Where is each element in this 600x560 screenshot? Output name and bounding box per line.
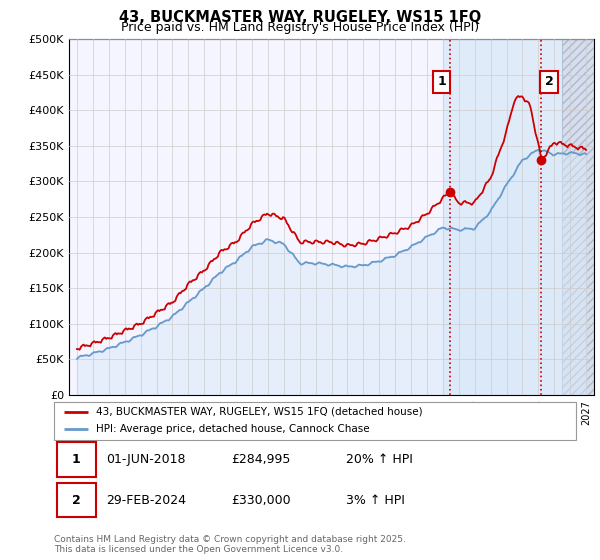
Text: 43, BUCKMASTER WAY, RUGELEY, WS15 1FQ: 43, BUCKMASTER WAY, RUGELEY, WS15 1FQ	[119, 10, 481, 25]
Text: £284,995: £284,995	[232, 453, 291, 466]
Text: 3% ↑ HPI: 3% ↑ HPI	[346, 493, 405, 507]
FancyBboxPatch shape	[54, 402, 576, 440]
Text: Contains HM Land Registry data © Crown copyright and database right 2025.
This d: Contains HM Land Registry data © Crown c…	[54, 535, 406, 554]
Bar	[562, 39, 594, 395]
Text: 2: 2	[71, 493, 80, 507]
Bar	[562, 39, 594, 395]
Text: 1: 1	[437, 76, 446, 88]
Text: 1: 1	[71, 453, 80, 466]
FancyBboxPatch shape	[56, 442, 96, 477]
Text: 29-FEB-2024: 29-FEB-2024	[106, 493, 186, 507]
Text: £330,000: £330,000	[232, 493, 291, 507]
Text: Price paid vs. HM Land Registry's House Price Index (HPI): Price paid vs. HM Land Registry's House …	[121, 21, 479, 34]
Text: 20% ↑ HPI: 20% ↑ HPI	[346, 453, 413, 466]
Text: HPI: Average price, detached house, Cannock Chase: HPI: Average price, detached house, Cann…	[96, 424, 370, 435]
Text: 43, BUCKMASTER WAY, RUGELEY, WS15 1FQ (detached house): 43, BUCKMASTER WAY, RUGELEY, WS15 1FQ (d…	[96, 407, 422, 417]
Bar	[443, 39, 562, 395]
Text: 2: 2	[545, 76, 553, 88]
Text: 01-JUN-2018: 01-JUN-2018	[106, 453, 186, 466]
FancyBboxPatch shape	[56, 483, 96, 517]
